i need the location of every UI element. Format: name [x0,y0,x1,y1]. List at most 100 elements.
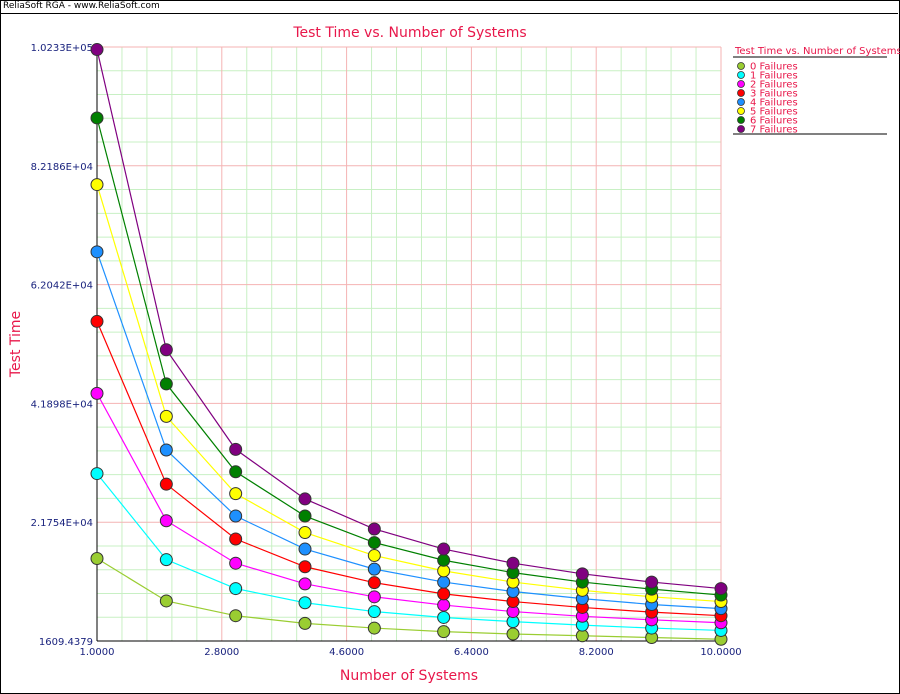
series-6-failures [96,117,722,596]
series-line [96,184,722,603]
series-1-failures [96,473,722,632]
data-point [159,477,173,491]
data-point [437,575,451,589]
data-point [714,582,728,596]
series-0-failures [96,557,722,640]
legend-marker [737,116,745,124]
data-point [159,594,173,608]
legend-entry: 0 Failures [750,62,798,73]
data-point [229,532,243,546]
data-point [229,582,243,596]
data-point [437,598,451,612]
series-line [96,321,722,617]
legend-entry: 1 Failures [750,71,798,82]
x-tick-label: 2.8000 [204,647,239,658]
legend-marker [737,98,745,106]
chart-axes [96,47,721,642]
data-point [159,443,173,457]
data-point [298,526,312,540]
y-tick-label: 6.2042E+04 [31,281,93,292]
series-points [90,178,728,609]
x-tick-label: 1.0000 [80,647,115,658]
data-point [159,514,173,528]
y-tick-label: 1609.4379 [39,637,93,648]
data-point [298,509,312,523]
data-point [298,577,312,591]
data-point [229,556,243,570]
data-point [437,542,451,556]
legend-entry: 2 Failures [750,80,798,91]
series-2-failures [96,393,722,624]
legend-marker [737,71,745,79]
legend-marker [737,80,745,88]
y-axis-ticks: 1609.4379 2.1754E+04 4.1898E+04 6.2042E+04 8… [31,43,93,648]
data-point [367,576,381,590]
x-tick-label: 6.4000 [454,647,489,658]
series-3-failures [96,321,722,617]
chart-series [90,43,728,646]
data-point [229,487,243,501]
legend-title: Test Time vs. Number of Systems [734,46,900,57]
data-point [367,522,381,536]
legend-marker [737,62,745,70]
series-line [96,473,722,632]
data-point [90,43,104,57]
data-point [367,590,381,604]
x-tick-label: 10.0000 [700,647,741,658]
series-points [90,245,728,616]
series-points [90,43,728,596]
data-point [159,409,173,423]
data-point [159,553,173,567]
legend-entry: 7 Failures [750,125,798,136]
data-point [229,465,243,479]
legend-marker [737,107,745,115]
legend-marker [737,89,745,97]
data-point [90,386,104,400]
data-point [159,343,173,357]
data-point [437,625,451,639]
data-point [437,553,451,567]
x-axis-label: Number of Systems [340,668,478,684]
data-point [506,556,520,570]
data-point [367,621,381,635]
chart-grid [96,46,722,642]
data-point [90,314,104,328]
data-point [90,178,104,192]
legend-entry: 4 Failures [750,98,798,109]
data-point [298,560,312,574]
data-point [645,575,659,589]
data-point [229,442,243,456]
chart-title: Test Time vs. Number of Systems [292,25,526,41]
data-point [367,562,381,576]
series-line [96,251,722,610]
legend-entry: 6 Failures [750,116,798,127]
chart-legend: Test Time vs. Number of Systems 0 Failur… [733,46,900,136]
data-point [298,492,312,506]
data-point [90,467,104,481]
data-point [575,567,589,581]
data-point [159,377,173,391]
data-point [367,536,381,550]
series-line [96,393,722,624]
app-header: ReliaSoft RGA - www.ReliaSoft.com [0,0,898,14]
x-tick-label: 8.2000 [579,647,614,658]
y-tick-label: 1.0233E+05 [31,43,93,54]
series-line [96,117,722,596]
y-tick-label: 2.1754E+04 [31,518,93,529]
series-4-failures [96,251,722,610]
x-axis-ticks: 1.0000 2.8000 4.6000 6.4000 8.2000 10.0000 [80,647,742,658]
data-point [298,596,312,610]
data-point [506,627,520,641]
series-7-failures [96,49,722,590]
data-point [367,549,381,563]
data-point [367,605,381,619]
legend-marker [737,125,745,133]
data-point [298,616,312,630]
y-tick-label: 4.1898E+04 [31,399,93,410]
y-tick-label: 8.2186E+04 [31,162,93,173]
legend-entry: 5 Failures [750,107,798,118]
legend-entry: 3 Failures [750,89,798,100]
data-point [298,542,312,556]
data-point [229,509,243,523]
